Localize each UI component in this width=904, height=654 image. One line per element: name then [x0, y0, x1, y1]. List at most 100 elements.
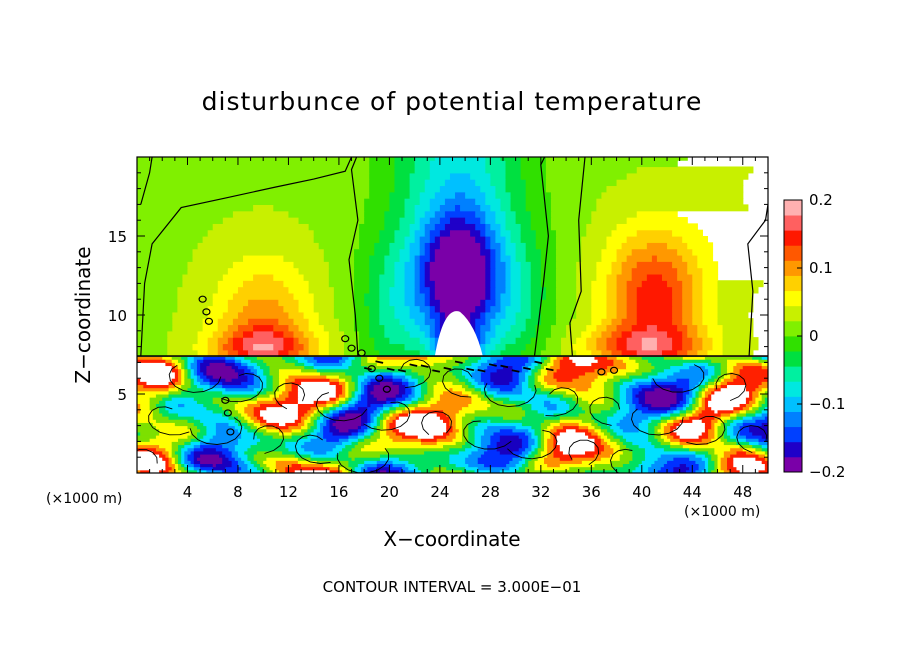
field-cell	[698, 390, 703, 395]
field-cell	[490, 280, 497, 288]
field-cell	[613, 450, 624, 455]
field-cell	[452, 371, 463, 376]
contour-line	[568, 439, 600, 466]
field-cell	[137, 217, 224, 224]
field-cell	[446, 422, 450, 427]
field-cell	[689, 390, 693, 395]
field-cell	[661, 273, 678, 281]
field-cell	[256, 371, 264, 376]
field-cell	[313, 365, 349, 370]
field-cell	[379, 454, 450, 458]
field-cell	[535, 324, 552, 332]
field-cell	[379, 409, 384, 414]
field-cell	[137, 406, 141, 411]
field-cell	[480, 378, 491, 382]
field-cell	[711, 406, 734, 411]
field-cell	[374, 242, 390, 250]
field-cell	[475, 330, 481, 338]
field-cell	[307, 428, 315, 433]
field-cell	[168, 457, 173, 461]
field-cell	[603, 384, 614, 389]
field-cell	[485, 229, 497, 237]
field-cell	[192, 254, 244, 262]
field-cell	[720, 381, 728, 386]
field-cell	[485, 280, 491, 288]
field-cell	[369, 280, 380, 288]
field-cell	[260, 412, 299, 417]
field-cell	[263, 368, 271, 373]
field-cell	[559, 416, 592, 420]
field-cell	[343, 337, 360, 345]
field-cell	[616, 299, 628, 307]
field-cell	[439, 229, 451, 237]
field-cell	[520, 223, 532, 231]
field-cell	[193, 357, 204, 360]
field-cell	[293, 292, 315, 300]
field-cell	[354, 457, 381, 461]
field-cell	[591, 292, 608, 300]
field-cell	[613, 435, 624, 439]
field-cell	[755, 412, 763, 417]
field-cell	[515, 469, 526, 473]
field-cell	[369, 311, 380, 319]
field-cell	[704, 422, 712, 427]
field-cell	[528, 454, 536, 458]
field-cell	[626, 387, 633, 392]
field-cell	[490, 384, 517, 389]
field-cell	[319, 425, 324, 430]
field-cell	[308, 280, 330, 288]
field-cell	[726, 425, 734, 430]
field-cell	[361, 416, 368, 420]
field-cell	[742, 422, 763, 427]
field-cell	[149, 406, 160, 411]
contour-line	[631, 408, 684, 436]
field-cell	[465, 457, 479, 461]
field-cell	[357, 397, 362, 401]
field-cell	[364, 378, 371, 382]
field-cell	[500, 223, 507, 231]
field-cell	[383, 425, 387, 430]
field-cell	[525, 254, 542, 262]
field-cell	[534, 371, 542, 376]
field-cell	[273, 204, 365, 212]
field-cell	[622, 359, 636, 363]
field-cell	[692, 409, 696, 414]
field-cell	[308, 349, 320, 357]
field-cell	[291, 428, 302, 433]
field-cell	[739, 444, 753, 449]
field-cell	[332, 431, 353, 436]
field-cell	[736, 412, 747, 417]
x-tick-label: 4	[183, 483, 193, 501]
field-cell	[499, 428, 513, 433]
field-cell	[351, 466, 356, 471]
field-cell	[308, 324, 325, 332]
field-cell	[510, 254, 517, 262]
field-cell	[660, 454, 696, 458]
field-cell	[547, 447, 554, 452]
field-cell	[758, 454, 766, 458]
field-cell	[531, 371, 536, 376]
field-cell	[357, 441, 371, 446]
field-cell	[370, 469, 381, 473]
field-cell	[244, 416, 252, 420]
field-cell	[354, 384, 359, 389]
field-cell	[521, 441, 529, 446]
field-cell	[553, 444, 561, 449]
field-cell	[384, 267, 396, 275]
field-cell	[621, 267, 633, 275]
field-cell	[465, 191, 486, 199]
field-cell	[695, 469, 703, 473]
field-cell	[698, 394, 703, 398]
field-cell	[455, 419, 463, 423]
field-cell	[553, 454, 595, 458]
field-cell	[361, 447, 387, 452]
field-cell	[528, 435, 532, 439]
field-cell	[485, 267, 491, 275]
field-cell	[626, 254, 653, 262]
field-cell	[411, 375, 425, 379]
field-cell	[165, 463, 170, 468]
field-cell	[137, 299, 178, 307]
field-cell	[345, 359, 353, 363]
field-cell	[433, 394, 441, 398]
field-cell	[758, 469, 768, 473]
